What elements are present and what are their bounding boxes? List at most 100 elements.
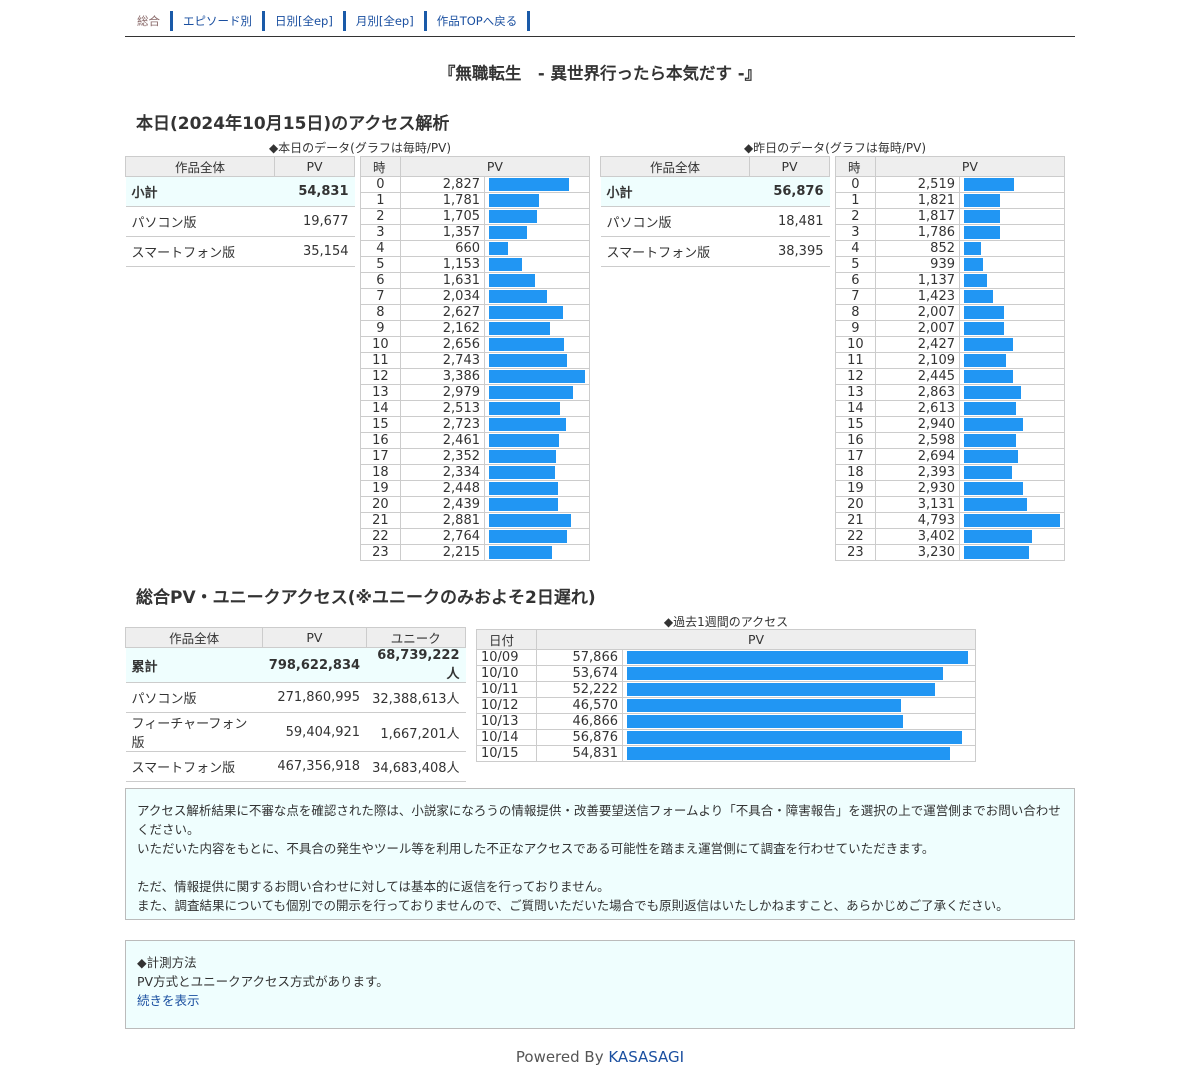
pv-bar [964,258,983,271]
value-cell: 798,622,834 [262,647,367,683]
value-cell: 54,831 [274,176,355,207]
footer-prefix: Powered By [515,1048,609,1066]
nav-monthly[interactable]: 月別[全ep] [346,11,427,31]
nav-daily[interactable]: 日別[全ep] [265,11,346,31]
pv-cell: 2,764 [399,528,486,545]
data-row: 20 2,439 [360,496,590,513]
label-cell: 23 [360,544,401,561]
method-title: ◆計測方法 [137,955,197,970]
pv-cell: 2,863 [874,384,961,401]
label-cell: 10 [360,336,401,353]
column-header: 日付 [476,629,537,650]
label-cell: 8 [360,304,401,321]
bar-cell [484,368,590,385]
pv-bar [489,354,567,367]
pv-bar [964,306,1005,319]
data-row: 10/10 53,674 [476,665,976,682]
pv-cell: 852 [874,240,961,257]
label-cell: 18 [360,464,401,481]
label-cell: 小計 [125,176,275,207]
bar-cell [484,528,590,545]
value-cell: 38,395 [749,236,830,267]
data-row: 19 2,930 [835,480,1065,497]
pv-cell: 2,513 [399,400,486,417]
value-cell: 19,677 [274,206,355,237]
data-row: 9 2,007 [835,320,1065,337]
bar-cell [622,729,976,746]
pv-cell: 2,448 [399,480,486,497]
pv-cell: 2,613 [874,400,961,417]
value-cell: 59,404,921 [262,712,367,752]
kasasagi-link[interactable]: KASASAGI [608,1048,685,1066]
bar-cell [484,192,590,209]
bar-cell [622,649,976,666]
weekly-table: 日付 PV 10/09 57,866 10/10 53,674 10/11 52,222 10/… [476,629,976,762]
bar-cell [484,448,590,465]
pv-cell: 1,705 [399,208,486,225]
pv-cell: 3,386 [399,368,486,385]
show-more-link[interactable]: 続きを表示 [137,993,200,1008]
pv-bar [964,386,1022,399]
pv-cell: 3,402 [874,528,961,545]
pv-bar [489,514,571,527]
bar-cell [959,208,1065,225]
pv-cell: 56,876 [536,729,623,746]
bar-cell [959,432,1065,449]
pv-bar [489,466,556,479]
bar-cell [959,368,1065,385]
label-cell: パソコン版 [600,206,750,237]
bar-cell [484,416,590,433]
summary-row: フィーチャーフォン版 59,404,921 1,667,201人 [125,712,466,752]
data-row: 3 1,786 [835,224,1065,241]
bar-cell [484,384,590,401]
pv-bar [489,450,556,463]
bar-cell [959,304,1065,321]
label-cell: 10/14 [476,729,537,746]
label-cell: 12 [360,368,401,385]
weekly-caption: ◆過去1週間のアクセス [663,615,789,629]
label-cell: 1 [835,192,876,209]
pv-bar [489,258,522,271]
column-header: PV [274,156,355,177]
label-cell: 10/09 [476,649,537,666]
pv-cell: 2,445 [874,368,961,385]
label-cell: 2 [360,208,401,225]
data-row: 10/15 54,831 [476,745,976,762]
label-cell: 20 [835,496,876,513]
nav-overall[interactable]: 総合 [137,11,173,31]
method-text: PV方式とユニークアクセス方式があります。 [137,974,389,989]
nav-episode[interactable]: エピソード別 [173,11,265,31]
label-cell: 20 [360,496,401,513]
pv-cell: 2,007 [874,304,961,321]
label-cell: 0 [835,176,876,193]
pv-bar [489,338,565,351]
label-cell: 21 [835,512,876,529]
data-row: 14 2,613 [835,400,1065,417]
column-header: ユニーク [365,627,467,648]
pv-cell: 2,007 [874,320,961,337]
pv-bar [489,290,547,303]
pv-bar [627,683,935,696]
bar-cell [484,336,590,353]
data-row: 10/12 46,570 [476,697,976,714]
nav-work-top[interactable]: 作品TOPへ戻る [427,11,531,31]
data-row: 15 2,940 [835,416,1065,433]
pv-cell: 1,781 [399,192,486,209]
label-cell: 10 [835,336,876,353]
page: 総合 エピソード別 日別[全ep] 月別[全ep] 作品TOPへ戻る 『無職転生… [124,0,1075,1066]
bar-cell [484,512,590,529]
pv-cell: 57,866 [536,649,623,666]
data-row: 7 1,423 [835,288,1065,305]
pv-bar [964,418,1023,431]
pv-bar [489,274,536,287]
pv-bar [489,370,585,383]
value-cell: 32,388,613人 [366,682,466,713]
summary-row: パソコン版 271,860,995 32,388,613人 [125,682,466,713]
data-row: 0 2,519 [835,176,1065,193]
data-row: 7 2,034 [360,288,590,305]
column-header: 作品全体 [124,156,276,177]
data-row: 2 1,817 [835,208,1065,225]
data-row: 21 2,881 [360,512,590,529]
pv-bar [964,290,993,303]
data-row: 1 1,781 [360,192,590,209]
